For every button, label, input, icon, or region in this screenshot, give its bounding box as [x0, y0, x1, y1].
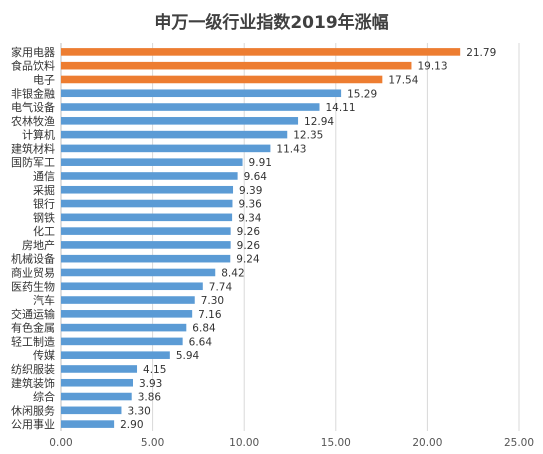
category-label: 公用事业	[11, 418, 55, 431]
data-label: 9.26	[237, 240, 261, 252]
category-label: 化工	[33, 224, 55, 238]
bar	[61, 75, 383, 84]
x-tick-label: 15.00	[321, 437, 351, 449]
category-label: 计算机	[22, 128, 55, 142]
data-label: 7.30	[201, 295, 224, 307]
category-label: 机械设备	[11, 252, 55, 266]
bar	[61, 89, 342, 98]
bar	[61, 61, 412, 70]
data-label: 9.24	[236, 254, 260, 266]
bar	[61, 337, 183, 346]
category-label: 房地产	[22, 238, 55, 252]
data-label: 9.34	[238, 212, 262, 224]
data-label: 12.35	[293, 130, 323, 142]
data-label: 7.74	[209, 281, 233, 293]
x-tick-label: 10.00	[229, 437, 259, 449]
category-label: 有色金属	[11, 321, 55, 335]
data-label: 4.15	[143, 364, 166, 376]
category-label: 汽车	[33, 293, 55, 307]
data-label: 9.91	[249, 157, 272, 169]
bar	[61, 351, 170, 359]
data-label: 9.64	[244, 171, 268, 183]
bar	[61, 103, 320, 111]
data-label: 6.64	[189, 336, 213, 348]
bar	[61, 213, 233, 222]
category-label: 电气设备	[11, 100, 55, 114]
category-label: 商业贸易	[11, 265, 55, 279]
bar	[61, 296, 195, 304]
data-label: 15.29	[347, 88, 377, 100]
data-label: 3.30	[127, 405, 150, 417]
bar	[61, 268, 216, 277]
category-label: 电子	[33, 73, 55, 86]
bar	[61, 227, 231, 235]
bar	[61, 144, 271, 153]
category-label: 非银金融	[11, 86, 55, 100]
data-label: 6.84	[192, 323, 216, 335]
bar	[61, 282, 203, 291]
category-label: 银行	[33, 197, 55, 211]
bar	[61, 310, 193, 318]
category-label: 国防军工	[11, 155, 55, 169]
bar	[61, 254, 231, 263]
category-label: 综合	[33, 390, 55, 404]
data-label: 21.79	[466, 47, 496, 59]
data-label: 8.42	[221, 267, 244, 279]
category-label: 农林牧渔	[11, 114, 55, 128]
x-tick-label: 0.00	[49, 437, 72, 449]
data-label: 5.94	[176, 350, 200, 362]
bar	[61, 406, 122, 415]
x-tick-label: 25.00	[504, 437, 534, 449]
category-label: 建筑装饰	[11, 376, 55, 390]
category-label: 建筑材料	[11, 141, 55, 155]
bar	[61, 48, 461, 56]
bar	[61, 365, 138, 373]
category-label: 家用电器	[11, 45, 55, 59]
data-label: 3.93	[139, 378, 162, 390]
bar	[61, 185, 234, 194]
bar	[61, 172, 238, 180]
data-label: 19.13	[417, 61, 447, 73]
bar	[61, 420, 115, 428]
category-label: 轻工制造	[11, 334, 55, 348]
category-label: 交通运输	[11, 307, 55, 321]
data-label: 2.90	[120, 419, 143, 431]
bar	[61, 158, 243, 166]
bar	[61, 378, 133, 387]
data-label: 11.43	[276, 143, 306, 155]
bar	[61, 392, 132, 401]
chart-title: 申万一级行业指数2019年涨幅	[154, 13, 389, 33]
data-label: 14.11	[325, 102, 355, 114]
category-label: 通信	[33, 170, 55, 183]
data-label: 9.39	[239, 185, 262, 197]
bar	[61, 241, 231, 249]
category-label: 采掘	[33, 183, 55, 197]
bar	[61, 117, 299, 125]
category-label: 钢铁	[33, 211, 55, 224]
bar	[61, 130, 288, 139]
bar	[61, 199, 233, 208]
x-tick-label: 20.00	[412, 437, 442, 449]
data-label: 7.16	[198, 309, 222, 321]
category-label: 传媒	[33, 349, 55, 362]
data-label: 17.54	[388, 74, 418, 86]
x-tick-label: 5.00	[141, 437, 164, 449]
category-label: 食品饮料	[11, 59, 55, 73]
category-label: 医药生物	[11, 279, 55, 293]
data-label: 9.26	[237, 226, 261, 238]
bar	[61, 323, 187, 332]
data-label: 12.94	[304, 116, 334, 128]
data-label: 9.36	[238, 199, 262, 211]
data-label: 3.86	[138, 392, 162, 404]
category-label: 纺织服装	[11, 362, 55, 376]
category-label: 休闲服务	[11, 403, 55, 417]
